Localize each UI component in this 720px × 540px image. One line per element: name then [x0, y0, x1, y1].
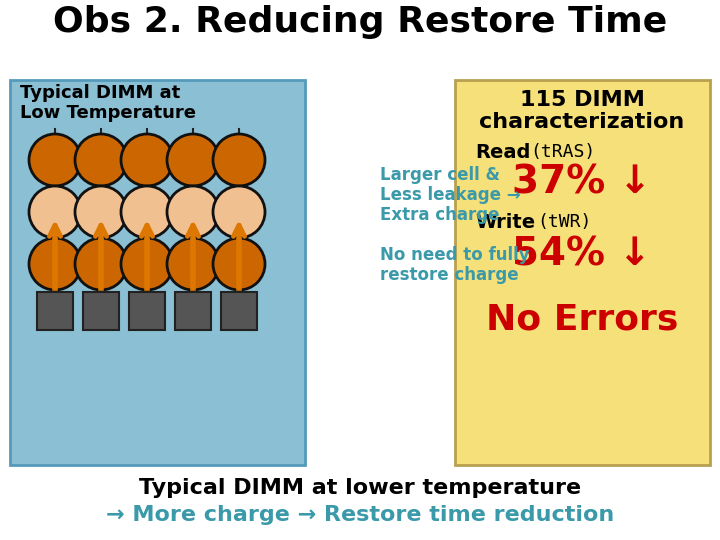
Bar	[10, 80, 305, 465]
Circle shape	[167, 238, 219, 290]
Bar	[221, 292, 257, 330]
Text: No Errors: No Errors	[486, 303, 678, 337]
Circle shape	[213, 186, 265, 238]
Text: Typical DIMM at lower temperature: Typical DIMM at lower temperature	[139, 478, 581, 498]
Text: Typical DIMM at: Typical DIMM at	[20, 84, 180, 102]
Text: restore charge: restore charge	[380, 266, 518, 284]
Circle shape	[29, 186, 81, 238]
Text: Low Temperature: Low Temperature	[20, 104, 196, 122]
Circle shape	[121, 186, 173, 238]
Text: 54% ↓: 54% ↓	[513, 236, 652, 274]
Circle shape	[213, 238, 265, 290]
Circle shape	[167, 186, 219, 238]
Circle shape	[29, 134, 81, 186]
Circle shape	[213, 134, 265, 186]
Text: Write: Write	[475, 213, 535, 232]
Circle shape	[167, 134, 219, 186]
Text: (tWR): (tWR)	[537, 213, 591, 231]
Circle shape	[29, 238, 81, 290]
Text: → More charge → Restore time reduction: → More charge → Restore time reduction	[106, 505, 614, 525]
Text: Read: Read	[475, 143, 531, 161]
Bar	[37, 292, 73, 330]
Bar	[175, 292, 211, 330]
Circle shape	[75, 238, 127, 290]
Circle shape	[121, 238, 173, 290]
Text: Extra charge: Extra charge	[380, 206, 500, 224]
Text: Larger cell &: Larger cell &	[380, 166, 500, 184]
Text: (tRAS): (tRAS)	[530, 143, 595, 161]
Circle shape	[75, 134, 127, 186]
Bar	[129, 292, 165, 330]
Bar	[83, 292, 119, 330]
Circle shape	[121, 134, 173, 186]
Text: No need to fully: No need to fully	[380, 246, 530, 264]
Text: Less leakage →: Less leakage →	[380, 186, 521, 204]
Text: 115 DIMM: 115 DIMM	[520, 90, 644, 110]
Circle shape	[75, 186, 127, 238]
Text: Obs 2. Reducing Restore Time: Obs 2. Reducing Restore Time	[53, 5, 667, 39]
Text: characterization: characterization	[480, 112, 685, 132]
Bar	[455, 80, 710, 465]
Text: 37% ↓: 37% ↓	[513, 163, 652, 201]
